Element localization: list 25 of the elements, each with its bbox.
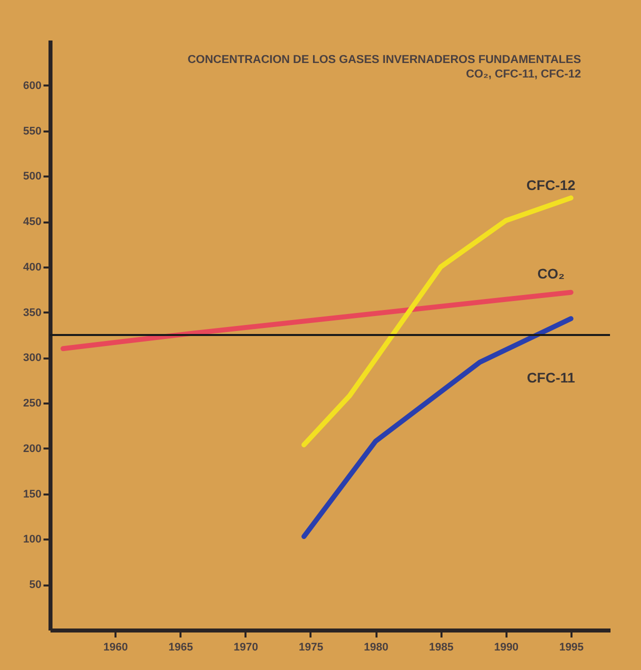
y-tick-label: 350 <box>23 306 42 319</box>
y-tick-label: 450 <box>23 216 42 228</box>
x-tick-label: 1990 <box>494 642 519 654</box>
y-tick-label: 250 <box>23 398 42 410</box>
series-label: CFC-12 <box>526 176 576 193</box>
x-tick-label: 1995 <box>559 642 584 654</box>
x-tick-label: 1965 <box>168 642 193 654</box>
text: CONCENTRACION DE LOS GASES INVERNADEROS FUNDAMENTALES <box>188 54 582 66</box>
y-tick-label: 500 <box>23 170 42 183</box>
y-tick-label: 300 <box>23 352 42 364</box>
series-label: CO₂ <box>537 265 565 282</box>
x-tick-label: 1985 <box>428 642 454 654</box>
x-tick-label: 1975 <box>298 642 324 654</box>
y-tick-label: 50 <box>29 579 42 592</box>
y-tick-label: 550 <box>23 125 42 138</box>
y-tick-label: 100 <box>23 534 42 546</box>
x-tick-label: 1960 <box>103 642 128 654</box>
y-tick-label: 150 <box>23 488 42 500</box>
text: CO₂, CFC-11, CFC-12 <box>466 68 581 80</box>
series-label: CFC-11 <box>526 370 576 386</box>
x-tick-label: 1970 <box>234 642 258 654</box>
y-tick-label: 600 <box>23 80 42 92</box>
y-tick-label: 200 <box>23 442 42 455</box>
y-tick-label: 400 <box>23 261 42 274</box>
x-tick-label: 1980 <box>364 642 388 654</box>
